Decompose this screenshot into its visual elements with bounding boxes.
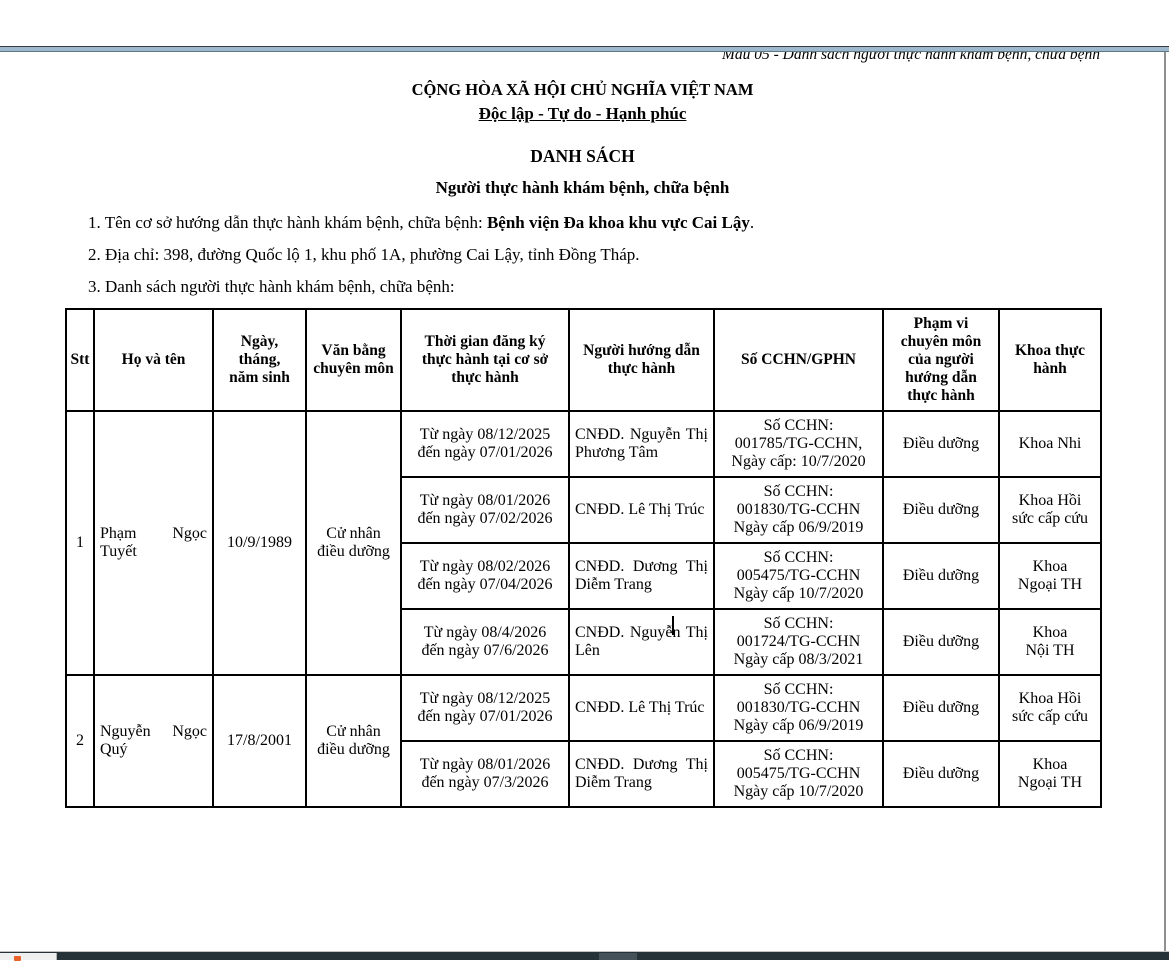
cell-scope: Điều dưỡng xyxy=(882,608,1000,676)
window-right-border xyxy=(1164,52,1166,951)
cell-period: Từ ngày 08/01/2026 đến ngày 07/02/2026 xyxy=(400,476,570,544)
cell-scope: Điều dưỡng xyxy=(882,476,1000,544)
cell-mentor: CNĐD. Dương Thị Diễm Trang xyxy=(568,740,715,808)
facility-name: Bệnh viện Đa khoa khu vực Cai Lậy xyxy=(486,213,750,232)
cell-mentor: CNĐD. Lê Thị Trúc xyxy=(568,674,715,742)
cell-cchn: Số CCHN: 001830/TG-CCHN Ngày cấp 06/9/20… xyxy=(713,674,884,742)
header-period: Thời gian đăng ký thực hành tại cơ sở th… xyxy=(400,308,570,412)
cell-name: Nguyễn Ngọc Quý xyxy=(93,674,214,808)
cell-dob: 10/9/1989 xyxy=(212,410,307,676)
header-name: Họ và tên xyxy=(93,308,214,412)
cell-period: Từ ngày 08/4/2026 đến ngày 07/6/2026 xyxy=(400,608,570,676)
cell-scope: Điều dưỡng xyxy=(882,740,1000,808)
cell-dept: Khoa Ngoại TH xyxy=(998,542,1102,610)
table-row: Từ ngày 08/01/2026 đến ngày 07/3/2026 CN… xyxy=(66,740,1102,808)
cell-name: Phạm Ngọc Tuyết xyxy=(93,410,214,676)
cell-dept: Khoa Nội TH xyxy=(998,608,1102,676)
taskbar-active-button[interactable] xyxy=(599,953,637,960)
cell-stt: 2 xyxy=(65,674,95,808)
national-title: CỘNG HÒA XÃ HỘI CHỦ NGHĨA VIỆT NAM xyxy=(411,80,754,99)
header-degree: Văn bằng chuyên môn xyxy=(305,308,402,412)
table-row: Từ ngày 08/01/2026 đến ngày 07/02/2026 C… xyxy=(66,476,1102,544)
cell-degree: Cử nhân điều dưỡng xyxy=(305,410,402,676)
cell-mentor: CNĐD. Nguyễn Thị Lên xyxy=(568,608,715,676)
cell-cchn: Số CCHN: 001830/TG-CCHN Ngày cấp 06/9/20… xyxy=(713,476,884,544)
cell-dept: Khoa Ngoại TH xyxy=(998,740,1102,808)
cell-cchn: Số CCHN: 005475/TG-CCHN Ngày cấp 10/7/20… xyxy=(713,542,884,610)
header-dept: Khoa thực hành xyxy=(998,308,1102,412)
cell-dept: Khoa Nhi xyxy=(998,410,1102,478)
header-stt: Stt xyxy=(65,308,95,412)
national-motto-text: Độc lập - Tự do - Hạnh phúc xyxy=(478,104,687,123)
table-row: Từ ngày 08/4/2026 đến ngày 07/6/2026 CNĐ… xyxy=(66,608,1102,676)
cell-period: Từ ngày 08/01/2026 đến ngày 07/3/2026 xyxy=(400,740,570,808)
taskbar xyxy=(0,951,1169,961)
cell-cchn: Số CCHN: 001724/TG-CCHN Ngày cấp 08/3/20… xyxy=(713,608,884,676)
cell-stt: 1 xyxy=(65,410,95,676)
list-item-facility: 1. Tên cơ sở hướng dẫn thực hành khám bệ… xyxy=(65,213,1100,233)
cell-dept: Khoa Hồi sức cấp cứu xyxy=(998,674,1102,742)
cell-mentor: CNĐD. Nguyễn Thị Phương Tâm xyxy=(568,410,715,478)
table-header-row: Stt Họ và tên Ngày, tháng, năm sinh Văn … xyxy=(65,308,1102,412)
cell-mentor: CNĐD. Lê Thị Trúc xyxy=(568,476,715,544)
cell-period: Từ ngày 08/02/2026 đến ngày 07/04/2026 xyxy=(400,542,570,610)
cell-period: Từ ngày 08/12/2025 đến ngày 07/01/2026 xyxy=(400,410,570,478)
header-dob: Ngày, tháng, năm sinh xyxy=(212,308,307,412)
header-scope: Phạm vi chuyên môn của người hướng dẫn t… xyxy=(882,308,1000,412)
cell-degree: Cử nhân điều dưỡng xyxy=(305,674,402,808)
list-item-address: 2. Địa chỉ: 398, đường Quốc lộ 1, khu ph… xyxy=(88,245,640,264)
table-row: 2 Nguyễn Ngọc Quý 17/8/2001 Cử nhân điều… xyxy=(65,674,1102,808)
cell-period: Từ ngày 08/12/2025 đến ngày 07/01/2026 xyxy=(400,674,570,742)
facility-period: . xyxy=(749,213,755,232)
cell-scope: Điều dưỡng xyxy=(882,410,1000,478)
document-subtitle: Người thực hành khám bệnh, chữa bệnh xyxy=(435,178,730,197)
list-item-roster-intro: 3. Danh sách người thực hành khám bệnh, … xyxy=(88,277,455,296)
national-motto: Độc lập - Tự do - Hạnh phúc xyxy=(65,104,1100,124)
taskbar-tray[interactable] xyxy=(0,953,57,961)
header-mentor: Người hướng dẫn thực hành xyxy=(568,308,715,412)
cell-mentor: CNĐD. Dương Thị Diễm Trang xyxy=(568,542,715,610)
cell-dept: Khoa Hồi sức cấp cứu xyxy=(998,476,1102,544)
header-cchn: Số CCHN/GPHN xyxy=(713,308,884,412)
facility-label: 1. Tên cơ sở hướng dẫn thực hành khám bệ… xyxy=(88,213,487,232)
document-page: Mẫu 05 - Danh sách người thực hành khám … xyxy=(0,46,1169,808)
practitioner-table: Stt Họ và tên Ngày, tháng, năm sinh Văn … xyxy=(65,308,1102,808)
intro-list: 1. Tên cơ sở hướng dẫn thực hành khám bệ… xyxy=(65,213,1100,297)
cell-scope: Điều dưỡng xyxy=(882,542,1000,610)
table-row: 1 Phạm Ngọc Tuyết 10/9/1989 Cử nhân điều… xyxy=(65,410,1102,676)
cell-cchn: Số CCHN: 001785/TG-CCHN, Ngày cấp: 10/7/… xyxy=(713,410,884,478)
document-title: DANH SÁCH xyxy=(530,146,635,166)
cell-cchn: Số CCHN: 005475/TG-CCHN Ngày cấp 10/7/20… xyxy=(713,740,884,808)
text-caret xyxy=(672,616,674,635)
table-row: Từ ngày 08/02/2026 đến ngày 07/04/2026 C… xyxy=(66,542,1102,610)
cell-dob: 17/8/2001 xyxy=(212,674,307,808)
cell-scope: Điều dưỡng xyxy=(882,674,1000,742)
window-top-bar xyxy=(0,46,1169,52)
app-icon[interactable] xyxy=(14,956,21,961)
